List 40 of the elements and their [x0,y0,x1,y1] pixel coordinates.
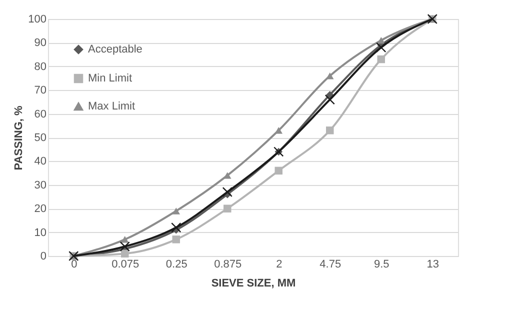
legend-label: Max Limit [88,100,136,112]
point [121,250,129,258]
point [274,166,282,175]
y-tick-label: 0 [40,250,46,262]
x-tick-label: 9.5 [374,258,390,270]
point [172,236,180,244]
point [171,222,182,233]
point [120,241,130,252]
point [121,236,129,243]
y-tick-label: 60 [34,108,46,120]
y-axis-title: PASSING, % [13,105,26,170]
x-tick-label: 2 [276,258,282,270]
x-tick-label: 0.075 [112,258,140,270]
point [377,55,385,64]
y-tick-label: 100 [28,14,46,26]
y-tick-label: 20 [34,203,46,216]
y-tick-label: 80 [34,60,46,73]
y-tick-label: 40 [34,156,46,168]
x-tick-label: 0 [71,258,78,270]
y-tick-label: 70 [34,84,46,97]
y-tick-label: 30 [34,179,46,192]
x-axis-title: SIEVE SIZE, MM [211,278,296,290]
legend-label: Acceptable [88,44,142,56]
point [224,204,232,212]
legend-label: Min Limit [88,72,132,84]
y-tick-label: 10 [34,226,46,239]
point [224,172,232,179]
point [376,42,386,53]
point [377,36,385,44]
y-tick-label: 50 [34,132,46,144]
point [222,186,232,198]
x-tick-label: 0.25 [166,258,188,270]
y-tick-label: 90 [34,37,46,50]
point [326,126,334,134]
x-tick-label: 0.875 [214,258,242,270]
x-tick-label: 13 [426,258,439,270]
x-tick-label: 4.75 [320,258,342,270]
point [326,72,334,80]
point [274,127,282,134]
point [172,208,180,214]
